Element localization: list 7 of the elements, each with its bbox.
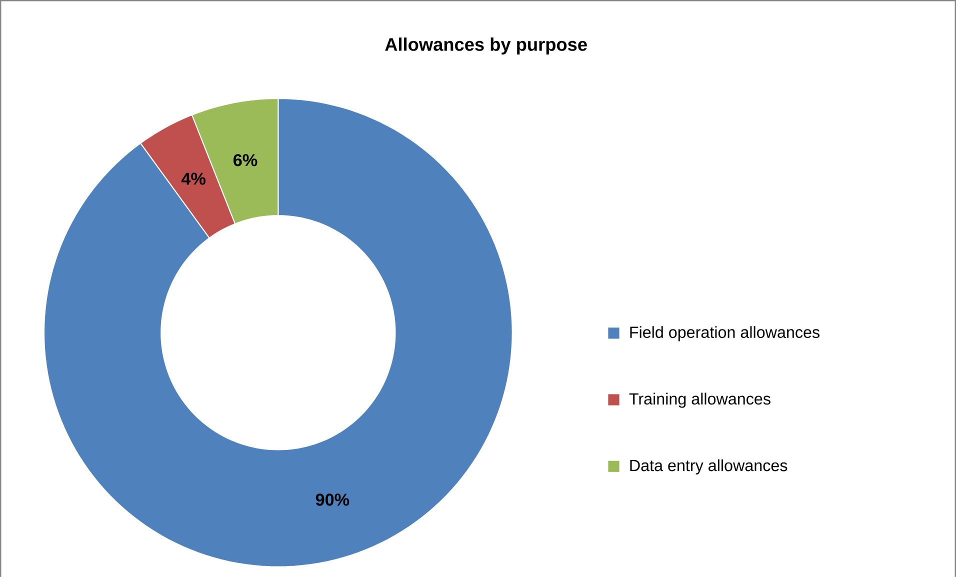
chart-title: Allowances by purpose bbox=[385, 38, 587, 55]
data-label: 90% bbox=[316, 494, 350, 506]
legend-label: Training allowances bbox=[629, 393, 770, 408]
data-label: 4% bbox=[181, 172, 206, 186]
data-label: 6% bbox=[234, 154, 258, 166]
legend-label: Field operation allowances bbox=[630, 326, 820, 342]
legend-label: Data entry allowances bbox=[630, 460, 788, 475]
